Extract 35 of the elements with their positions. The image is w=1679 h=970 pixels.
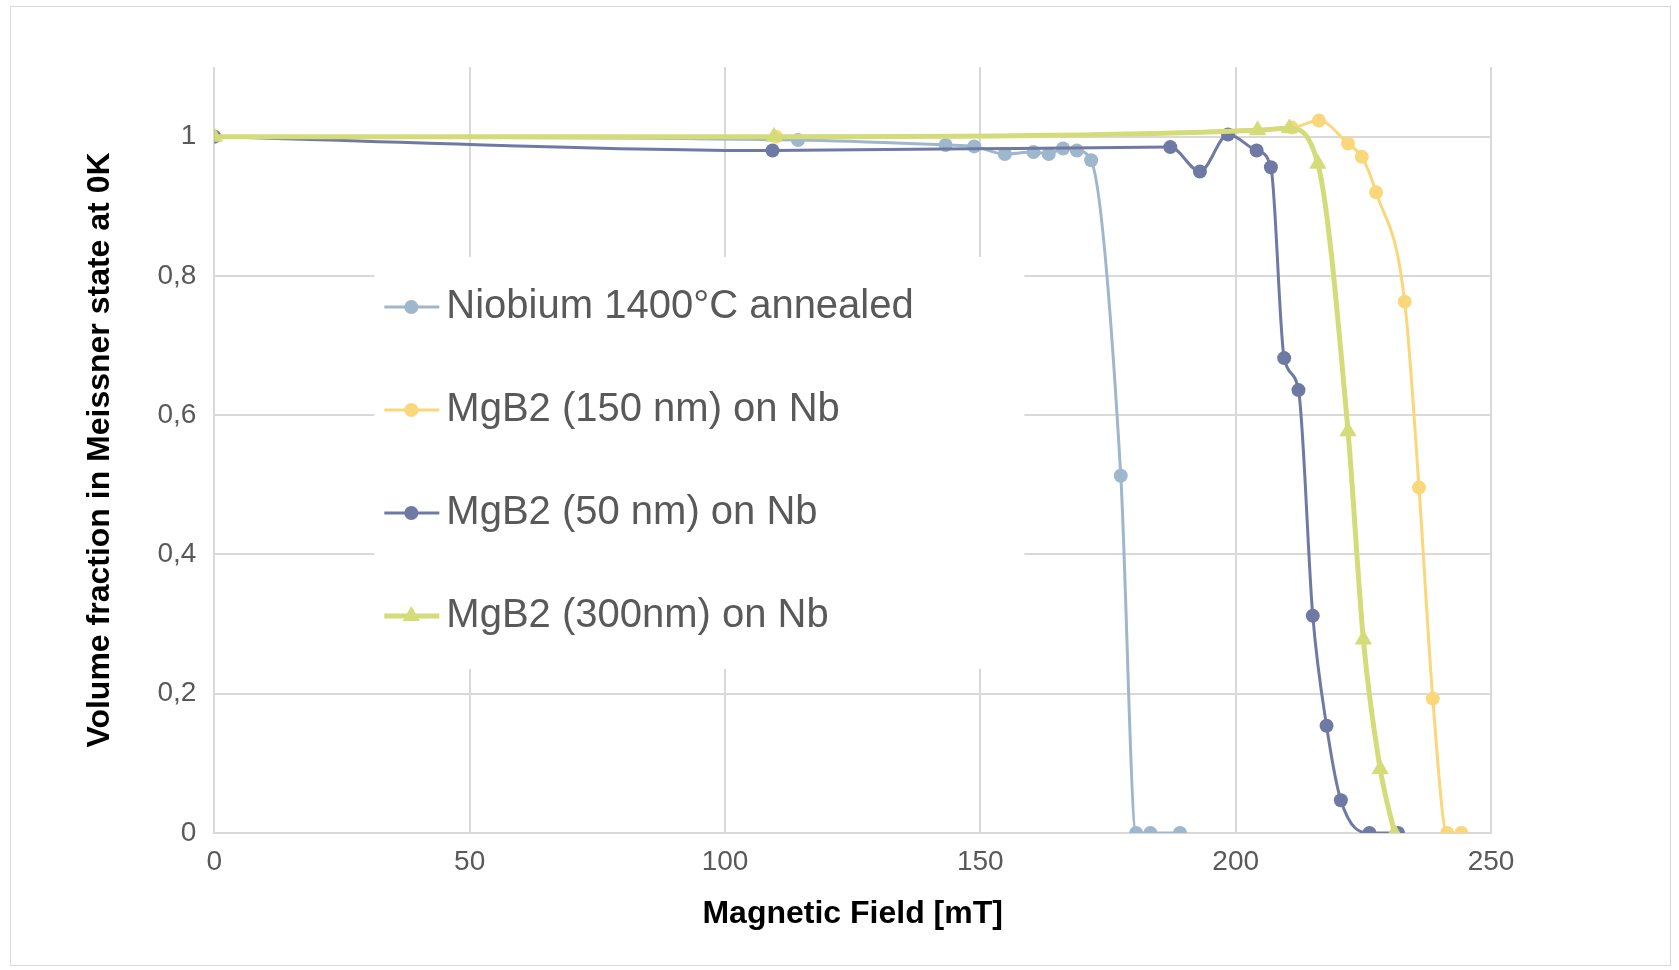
x-tick-label: 200 xyxy=(1212,844,1260,876)
point xyxy=(1113,468,1128,483)
point xyxy=(1354,149,1369,164)
x-tick-label: 0 xyxy=(206,844,223,876)
point xyxy=(1341,136,1356,151)
legend-label: MgB2 (150 nm) on Nb xyxy=(446,385,840,430)
point xyxy=(1339,421,1357,437)
point xyxy=(1311,113,1326,128)
y-tick-label: 0,8 xyxy=(157,258,197,290)
y-axis-title: Volume fraction in Meissner state at 0K xyxy=(80,152,117,748)
point xyxy=(1371,758,1389,774)
x-tick-label: 100 xyxy=(701,844,749,876)
legend-label: MgB2 (300nm) on Nb xyxy=(446,591,829,636)
legend-label: MgB2 (50 nm) on Nb xyxy=(446,488,818,533)
point xyxy=(1192,164,1207,179)
x-tick-label: 150 xyxy=(956,844,1004,876)
y-tick-label: 0,6 xyxy=(157,397,197,429)
point xyxy=(1291,383,1306,398)
y-tick-label: 0,4 xyxy=(157,537,197,569)
x-axis-title: Magnetic Field [mT] xyxy=(702,893,1003,930)
point xyxy=(1263,160,1278,175)
point xyxy=(1084,153,1099,168)
legend-label: Niobium 1400°C annealed xyxy=(446,282,914,327)
point xyxy=(1369,185,1384,200)
y-tick-label: 0 xyxy=(180,815,197,847)
point xyxy=(765,143,780,158)
point xyxy=(1397,294,1412,309)
point xyxy=(1249,143,1264,158)
y-tick-label: 0,2 xyxy=(157,676,197,708)
point xyxy=(1411,480,1426,495)
point xyxy=(1277,351,1292,366)
x-tick-label: 50 xyxy=(454,844,486,876)
y-tick-label: 1 xyxy=(180,119,197,151)
point xyxy=(1163,140,1178,155)
x-tick-label: 250 xyxy=(1467,844,1515,876)
